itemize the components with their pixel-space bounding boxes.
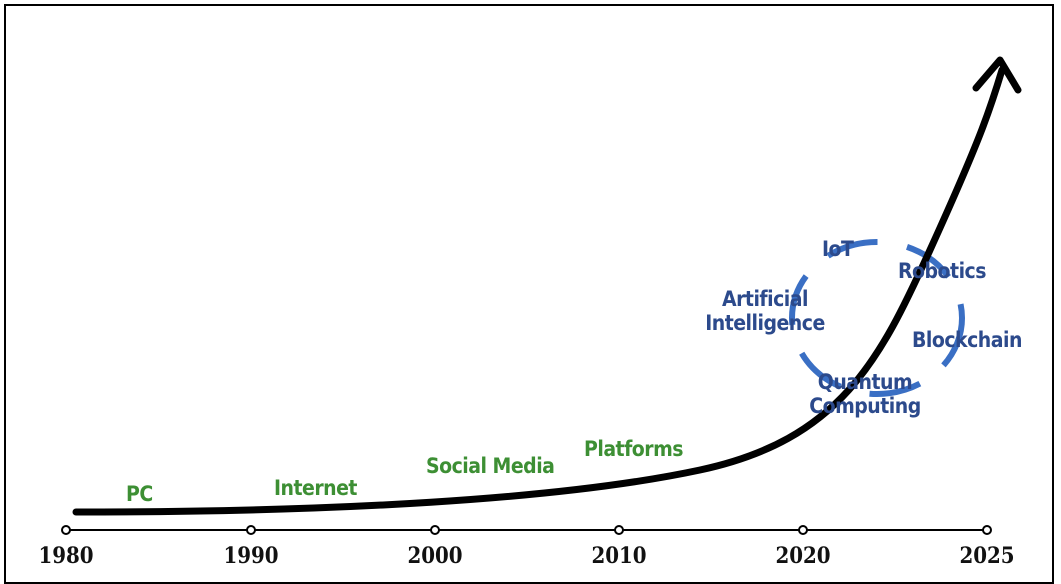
era-label-social-media: Social Media (426, 454, 555, 478)
tech-label-ai-line2: Intelligence (705, 311, 825, 336)
year-label-2025: 2025 (959, 543, 1015, 569)
tech-label-quantum-line2: Computing (809, 394, 921, 419)
era-label-pc: PC (126, 482, 153, 506)
timeline-tick-1990 (246, 525, 256, 535)
year-label-2000: 2000 (407, 543, 463, 569)
tech-label-ai: Artificial Intelligence (690, 287, 840, 335)
era-label-platforms: Platforms (584, 437, 684, 461)
timeline-tick-2025 (982, 525, 992, 535)
tech-label-iot: IoT (822, 237, 854, 261)
tech-label-robotics: Robotics (898, 259, 987, 283)
emerging-tech-ring (789, 239, 965, 397)
timeline-tick-2010 (614, 525, 624, 535)
tech-label-quantum-line1: Quantum (817, 370, 913, 394)
era-label-internet: Internet (274, 476, 357, 500)
tech-label-quantum: Quantum Computing (796, 370, 934, 418)
timeline-tick-2020 (798, 525, 808, 535)
year-label-1980: 1980 (38, 543, 94, 569)
timeline-tick-1980 (61, 525, 71, 535)
year-label-1990: 1990 (223, 543, 279, 569)
tech-label-blockchain: Blockchain (912, 328, 1022, 352)
year-label-2020: 2020 (775, 543, 831, 569)
growth-curve (72, 66, 1006, 516)
tech-label-ai-line1: Artificial (721, 287, 809, 311)
year-label-2010: 2010 (591, 543, 647, 569)
timeline-tick-2000 (430, 525, 440, 535)
growth-arrow-head (972, 56, 1022, 94)
